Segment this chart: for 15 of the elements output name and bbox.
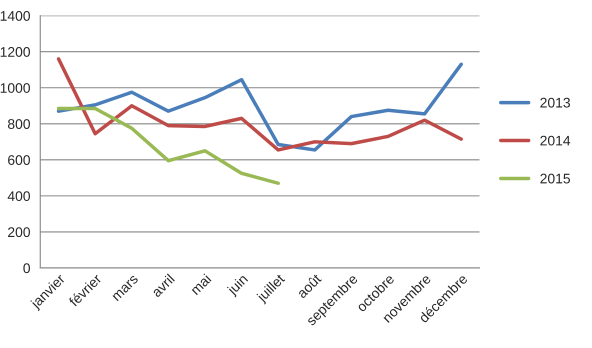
y-tick-label: 1200 [0, 47, 30, 57]
y-tick-label: 0 [23, 263, 30, 274]
x-tick-label: mai [190, 273, 212, 296]
y-tick-label: 1000 [0, 83, 30, 93]
y-tick-label: 600 [8, 155, 30, 165]
y-tick-label: 200 [8, 227, 30, 238]
x-tick-label: avril [150, 273, 175, 298]
y-tick-label: 800 [8, 119, 30, 129]
y-tick-label: 1400 [0, 10, 30, 21]
legend-label: 2015 [540, 174, 570, 184]
x-tick-label: juin [226, 273, 250, 298]
y-tick-label: 400 [8, 191, 30, 202]
legend-label: 2014 [540, 136, 570, 146]
legend-label: 2013 [540, 98, 570, 108]
line-series [56, 106, 280, 185]
